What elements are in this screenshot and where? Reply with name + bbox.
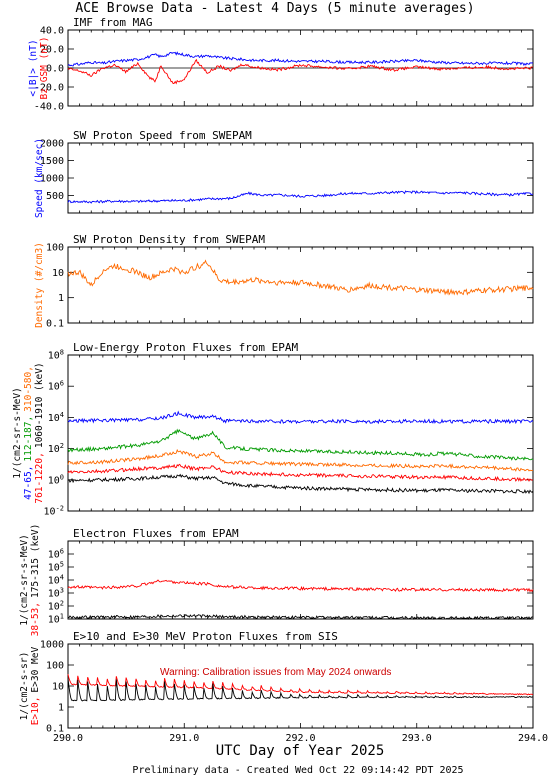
x-tick-label: 291.0 — [169, 733, 199, 744]
y-tick-label: 108 — [48, 349, 64, 362]
y-tick-label: 102 — [48, 442, 64, 455]
y-tick-label: 10 — [52, 682, 64, 693]
y-label-part: E>30 MeV — [30, 647, 41, 693]
y-label-part: Speed (km/sec) — [34, 138, 45, 218]
panel-imf: IMF from MAG 40.0 20.0 0.0 -20.0 -40.0 <|B|>… — [28, 16, 534, 113]
y-label-part: 38-53, — [30, 602, 41, 636]
y-label-part: E>10, — [30, 697, 41, 726]
plot-frame — [67, 643, 534, 729]
x-tick-label: 294.0 — [518, 733, 548, 744]
y-label-part: 1/(cm2-sr-s-MeV) — [12, 387, 23, 479]
y-tick-label: 10 — [52, 268, 64, 279]
y-axis-label: 1/(cm2-sr-s-MeV)47-65, 112-187, 310-580, 76… — [12, 362, 45, 503]
y-tick-label: 20.0 — [40, 45, 64, 56]
panel-density: SW Proton Density from SWEPAM 1001010.1 … — [34, 233, 534, 330]
y-tick-label: -20.0 — [34, 83, 64, 94]
footer-note: Preliminary data - Created Wed Oct 22 09… — [132, 765, 463, 776]
y-label-part: 310-580, — [23, 366, 34, 412]
x-axis-label: UTC Day of Year 2025 — [216, 743, 385, 759]
y-tick-label: 0.1 — [46, 724, 64, 735]
y-axis-label: 1/(cm2-s-sr)E>10, E>30 MeV — [19, 647, 41, 726]
series-line-310-580 — [67, 448, 534, 472]
y-tick-label: 101 — [48, 613, 64, 626]
series-line-E>30 — [67, 677, 534, 702]
y-label-part: Density (#/cm3) — [34, 242, 45, 328]
series-line-112-187 — [67, 428, 534, 461]
page-title: ACE Browse Data - Latest 4 Days (5 minut… — [75, 1, 474, 16]
series-line-<|B|> — [67, 51, 534, 67]
y-tick-label: 10-2 — [44, 505, 64, 518]
y-tick-label: 106 — [48, 380, 64, 393]
y-tick-label: 1000 — [40, 640, 64, 651]
panel-sis: E>10 and E>30 MeV Proton Fluxes from SIS… — [19, 630, 534, 735]
series-line-E>10 — [67, 674, 534, 696]
y-label-part: 112-187, — [23, 416, 34, 462]
panel-title: IMF from MAG — [73, 16, 152, 29]
y-label-part: 1/(cm2-sr-s-MeV) — [19, 534, 30, 626]
series-line-1060-1910 — [67, 473, 534, 495]
series-line-Bz — [67, 58, 534, 85]
y-tick-label: 103 — [48, 587, 64, 600]
plot-frame — [67, 142, 534, 214]
series-line-175-315 — [67, 614, 534, 621]
y-tick-label: 500 — [46, 191, 64, 202]
panel-electron-epam: Electron Fluxes from EPAM 10610510410310… — [19, 524, 534, 637]
y-label-part: 175-315 (keV) — [30, 524, 41, 598]
series-line-47-65 — [67, 410, 534, 425]
panel-title: SW Proton Density from SWEPAM — [73, 233, 265, 246]
y-label-part: 47-65, — [23, 466, 34, 500]
y-tick-label: 100 — [46, 243, 64, 254]
y-axis-label: Speed (km/sec) — [34, 138, 45, 218]
y-tick-label: 40.0 — [40, 26, 64, 37]
y-label-part: 1060-1910 (keV) — [34, 362, 45, 448]
y-label-part: <|B|> (nT) — [28, 39, 39, 96]
y-label-part: 761-1220, — [34, 452, 45, 503]
panel-proton-epam: Low-Energy Proton Fluxes from EPAM 10810… — [12, 341, 534, 518]
panel-speed: SW Proton Speed from SWEPAM 2000 1500 1000… — [34, 129, 534, 218]
y-tick-label: 102 — [48, 600, 64, 613]
y-tick-label: -40.0 — [34, 102, 64, 113]
panel-title: Low-Energy Proton Fluxes from EPAM — [73, 341, 299, 354]
plot-frame — [67, 540, 534, 620]
y-tick-label: 1 — [58, 293, 64, 304]
calibration-warning: Warning: Calibration issues from May 202… — [160, 667, 391, 678]
y-tick-label: 105 — [48, 561, 64, 574]
panel-title: SW Proton Speed from SWEPAM — [73, 129, 252, 142]
y-tick-label: 1500 — [40, 156, 64, 167]
series-line-38-53 — [67, 579, 534, 593]
y-tick-label: 1000 — [40, 174, 64, 185]
y-tick-label: 104 — [48, 574, 64, 587]
y-tick-label: 2000 — [40, 139, 64, 150]
series-line-761-1220 — [67, 463, 534, 482]
panel-title: E>10 and E>30 MeV Proton Fluxes from SIS — [73, 630, 338, 643]
y-tick-label: 1 — [58, 703, 64, 714]
y-label-part: Bz GSM (nT) — [39, 37, 50, 100]
y-tick-label: 104 — [48, 411, 64, 424]
y-tick-label: 106 — [48, 548, 64, 561]
y-axis-label: <|B|> (nT)Bz GSM (nT) — [28, 37, 50, 100]
y-tick-label: 0.1 — [46, 319, 64, 330]
x-tick-label: 292.0 — [285, 733, 315, 744]
y-axis-label: 1/(cm2-sr-s-MeV)38-53, 175-315 (keV) — [19, 524, 41, 637]
y-label-part: 1/(cm2-s-sr) — [19, 652, 30, 721]
x-tick-label: 293.0 — [402, 733, 432, 744]
y-axis-label: Density (#/cm3) — [34, 242, 45, 328]
y-tick-label: 0.0 — [46, 64, 64, 75]
y-tick-label: 100 — [48, 473, 64, 486]
y-tick-label: 100 — [46, 661, 64, 672]
x-tick-labels: 290.0 291.0 292.0 293.0 294.0 — [53, 733, 548, 744]
panel-title: Electron Fluxes from EPAM — [73, 527, 239, 540]
series-line-Density — [67, 259, 534, 296]
x-tick-label: 290.0 — [53, 733, 83, 744]
plot-frame — [67, 246, 534, 324]
series-line-Speed — [67, 190, 534, 204]
